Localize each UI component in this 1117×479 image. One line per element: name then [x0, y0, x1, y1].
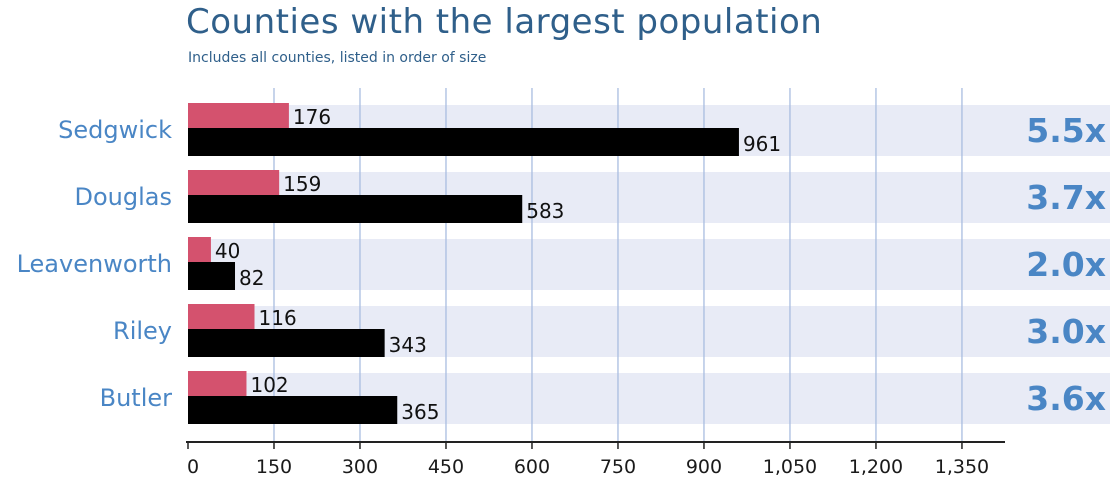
data-label: 343 [389, 333, 427, 357]
ratio-label: 3.6x [1026, 379, 1106, 418]
x-tick-label: 0 [187, 456, 199, 478]
data-label: 159 [283, 172, 321, 196]
x-tick-label: 1,350 [935, 456, 989, 478]
data-label: 40 [215, 239, 240, 263]
data-label: 116 [259, 306, 297, 330]
data-label: 82 [239, 266, 264, 290]
data-label: 176 [293, 105, 331, 129]
x-tick-label: 300 [342, 456, 378, 478]
bar [188, 237, 211, 264]
chart-title: Counties with the largest population [186, 2, 823, 42]
ratio-label: 3.0x [1026, 312, 1106, 351]
row-band [188, 239, 1110, 290]
bar [188, 304, 255, 331]
bar [188, 170, 280, 197]
category-label: Sedgwick [58, 116, 172, 144]
bar [188, 262, 236, 290]
category-label: Butler [100, 384, 173, 412]
data-label: 365 [401, 400, 439, 424]
x-tick-label: 750 [600, 456, 636, 478]
bar [188, 195, 523, 223]
x-tick-label: 1,200 [849, 456, 903, 478]
data-label: 961 [743, 132, 781, 156]
x-tick-label: 450 [428, 456, 464, 478]
ratio-label: 2.0x [1026, 245, 1106, 284]
x-tick-label: 900 [686, 456, 722, 478]
bar [188, 329, 385, 357]
bar [188, 103, 289, 130]
data-label: 583 [526, 199, 564, 223]
ratio-label: 3.7x [1026, 178, 1106, 217]
ratio-label: 5.5x [1026, 111, 1106, 150]
bar [188, 396, 398, 424]
bar [188, 371, 247, 398]
data-label: 102 [250, 373, 288, 397]
x-tick-label: 600 [514, 456, 550, 478]
x-tick-label: 1,050 [763, 456, 817, 478]
bar [188, 128, 739, 156]
chart-subtitle: Includes all counties, listed in order o… [188, 50, 487, 66]
category-label: Douglas [75, 183, 173, 211]
x-tick-label: 150 [256, 456, 292, 478]
category-label: Riley [113, 317, 172, 345]
category-label: Leavenworth [17, 250, 172, 278]
